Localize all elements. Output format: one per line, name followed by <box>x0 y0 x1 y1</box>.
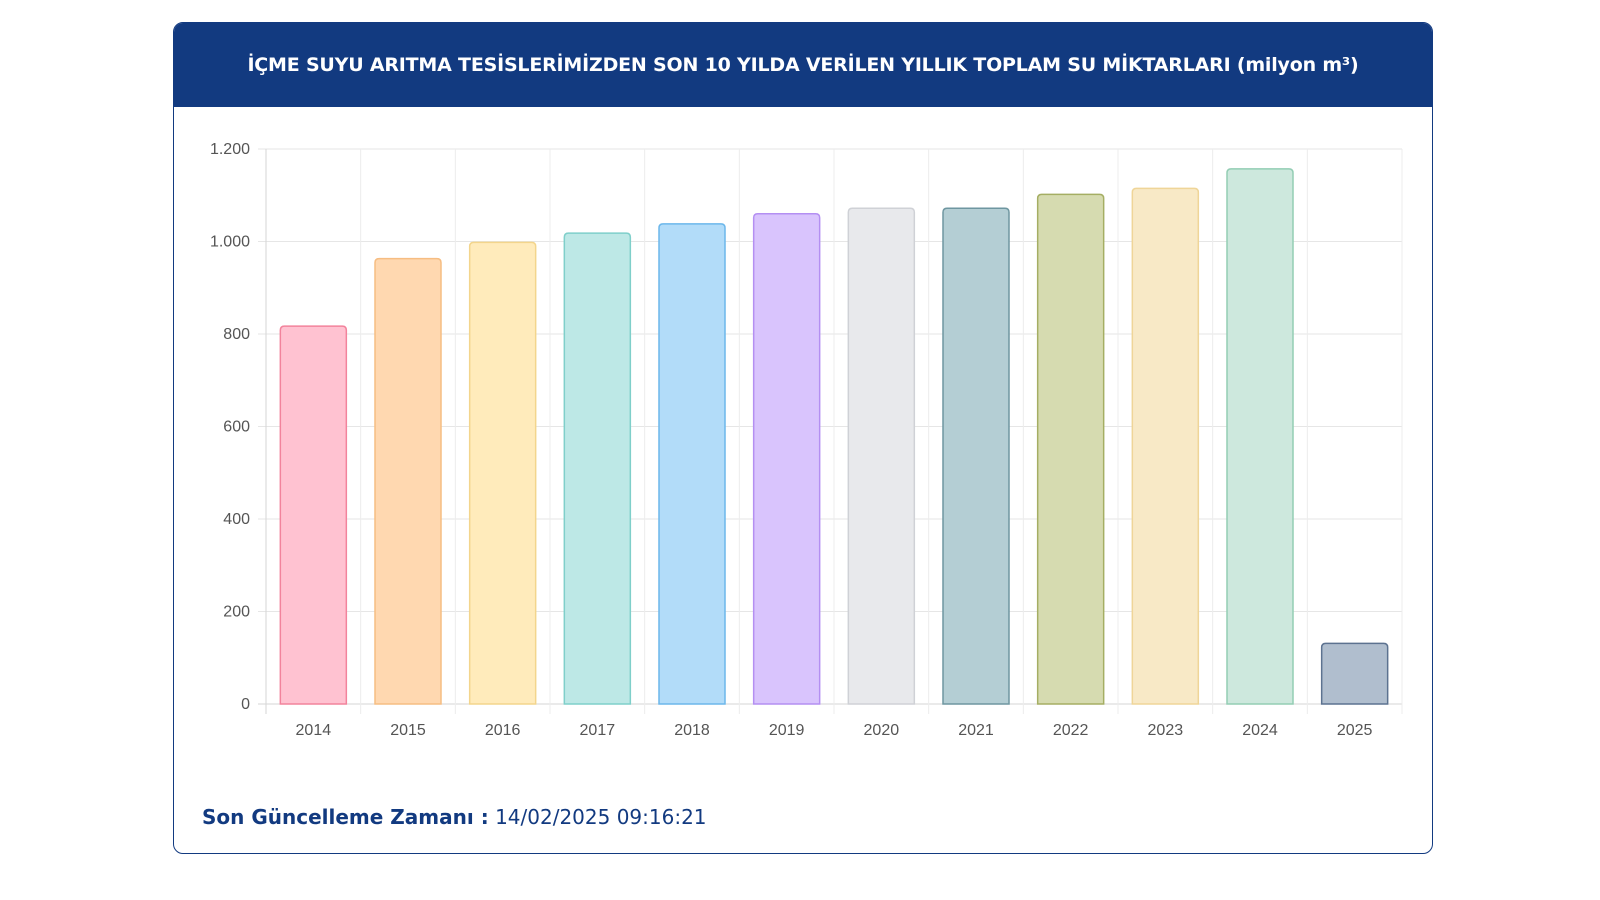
chart-title-text: İÇME SUYU ARITMA TESİSLERİMİZDEN SON 10 … <box>247 54 1359 76</box>
bar-2021 <box>942 207 1010 705</box>
last-update-label: Son Güncelleme Zamanı : <box>202 805 489 829</box>
x-tick-label: 2014 <box>296 722 332 739</box>
x-tick-label: 2022 <box>1053 722 1089 739</box>
x-tick-label: 2016 <box>485 722 521 739</box>
y-tick-label: 200 <box>223 604 250 621</box>
y-tick-label: 800 <box>223 326 250 343</box>
bar-2024 <box>1226 168 1294 705</box>
y-tick-label: 1.000 <box>210 234 250 251</box>
x-tick-label: 2023 <box>1148 722 1184 739</box>
bar-2023 <box>1131 187 1200 705</box>
y-tick-label: 400 <box>223 511 250 528</box>
chart-card: İÇME SUYU ARITMA TESİSLERİMİZDEN SON 10 … <box>173 22 1433 854</box>
bar-2022 <box>1036 193 1105 705</box>
x-tick-label: 2024 <box>1242 722 1278 739</box>
y-tick-label: 600 <box>223 419 250 436</box>
x-tick-label: 2017 <box>580 722 616 739</box>
y-tick-label: 1.200 <box>210 141 250 158</box>
x-tick-label: 2018 <box>674 722 710 739</box>
x-tick-label: 2020 <box>864 722 900 739</box>
y-axis-ticks: 0 200 400 600 800 1.000 1.200 <box>210 141 250 713</box>
x-tick-label: 2025 <box>1337 722 1373 739</box>
y-tick-label: 0 <box>241 696 250 713</box>
bar-2016 <box>468 241 537 705</box>
x-tick-label: 2019 <box>769 722 805 739</box>
bar-2014 <box>279 325 348 705</box>
bar-2015 <box>374 257 442 705</box>
last-update-value: 14/02/2025 09:16:21 <box>495 805 707 829</box>
bar-2025 <box>1320 642 1389 705</box>
x-axis-ticks: 2014 2015 2016 2017 2018 2019 2020 2021 2022 2023… <box>296 722 1373 739</box>
last-update: Son Güncelleme Zamanı : 14/02/2025 09:16… <box>202 805 707 829</box>
bar-chart: 0 200 400 600 800 1.000 1.200 2014 2015 2016 2017… <box>210 141 1403 739</box>
bar-2020 <box>847 207 916 705</box>
bar-2019 <box>752 213 821 705</box>
x-tick-label: 2015 <box>390 722 426 739</box>
bar-2017 <box>563 232 632 705</box>
bar-2018 <box>658 223 726 705</box>
x-tick-label: 2021 <box>958 722 994 739</box>
chart-title: İÇME SUYU ARITMA TESİSLERİMİZDEN SON 10 … <box>174 23 1432 107</box>
grid <box>258 148 1403 714</box>
bars <box>279 168 1389 705</box>
